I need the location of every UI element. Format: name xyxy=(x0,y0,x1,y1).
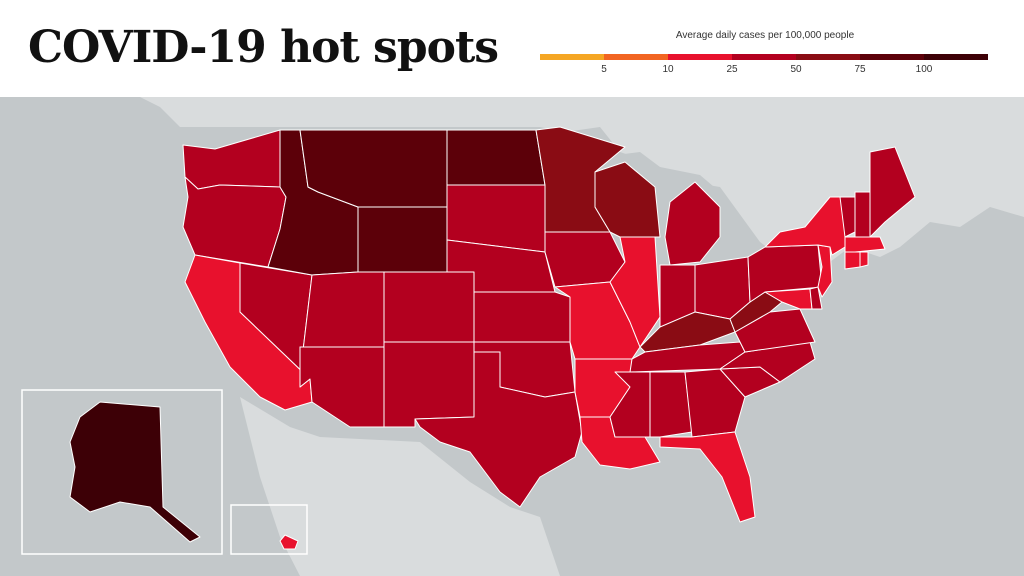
legend-tick-10: 10 xyxy=(662,64,674,75)
state-illinois[interactable] xyxy=(609,236,661,348)
map[interactable] xyxy=(0,97,1024,576)
state-texas[interactable] xyxy=(414,351,583,508)
hawaii-inset-frame xyxy=(230,504,308,555)
state-rhode-island[interactable] xyxy=(859,251,869,268)
page-title: COVID-19 hot spots xyxy=(28,22,499,73)
legend-tick-25: 25 xyxy=(726,64,738,75)
state-connecticut[interactable] xyxy=(844,251,861,270)
legend-tick-5: 5 xyxy=(601,64,607,75)
state-washington[interactable] xyxy=(182,129,281,190)
legend-swatch-over-100 xyxy=(924,54,988,60)
state-utah[interactable] xyxy=(299,271,385,360)
legend-swatch-75-100 xyxy=(860,54,924,60)
state-hawaii[interactable] xyxy=(279,534,299,550)
state-colorado[interactable] xyxy=(383,271,475,343)
legend-color-bar xyxy=(540,54,988,60)
state-massachusetts[interactable] xyxy=(844,236,886,253)
state-new-mexico[interactable] xyxy=(383,341,475,428)
state-arizona[interactable] xyxy=(299,346,385,428)
states-layer[interactable] xyxy=(69,126,916,550)
legend-tick-100: 100 xyxy=(915,64,933,75)
legend: Average daily cases per 100,000 people 5… xyxy=(540,24,990,84)
state-maryland[interactable] xyxy=(764,288,813,310)
legend-tick-75: 75 xyxy=(854,64,866,75)
header: COVID-19 hot spots Average daily cases p… xyxy=(0,0,1024,97)
canada-land xyxy=(0,97,1024,262)
state-oregon[interactable] xyxy=(182,176,287,268)
state-north-dakota[interactable] xyxy=(446,129,546,186)
legend-tick-50: 50 xyxy=(790,64,802,75)
state-maine[interactable] xyxy=(869,146,916,238)
legend-swatch-10-25 xyxy=(668,54,732,60)
map-svg[interactable] xyxy=(0,97,1024,576)
state-alabama[interactable] xyxy=(649,371,693,438)
state-new-hampshire[interactable] xyxy=(854,191,871,238)
state-kansas[interactable] xyxy=(473,291,571,343)
mexico-land xyxy=(240,397,560,576)
legend-swatch-under-5 xyxy=(540,54,604,60)
legend-swatch-25-50 xyxy=(732,54,796,60)
state-florida[interactable] xyxy=(659,431,756,523)
state-delaware[interactable] xyxy=(809,286,823,310)
state-alaska[interactable] xyxy=(69,401,201,543)
legend-title: Average daily cases per 100,000 people xyxy=(675,30,855,41)
state-michigan[interactable] xyxy=(664,181,721,266)
state-georgia[interactable] xyxy=(684,368,746,438)
legend-swatch-5-10 xyxy=(604,54,668,60)
state-wyoming[interactable] xyxy=(357,206,448,273)
legend-swatch-50-75 xyxy=(796,54,860,60)
alaska-inset-frame xyxy=(21,389,223,555)
